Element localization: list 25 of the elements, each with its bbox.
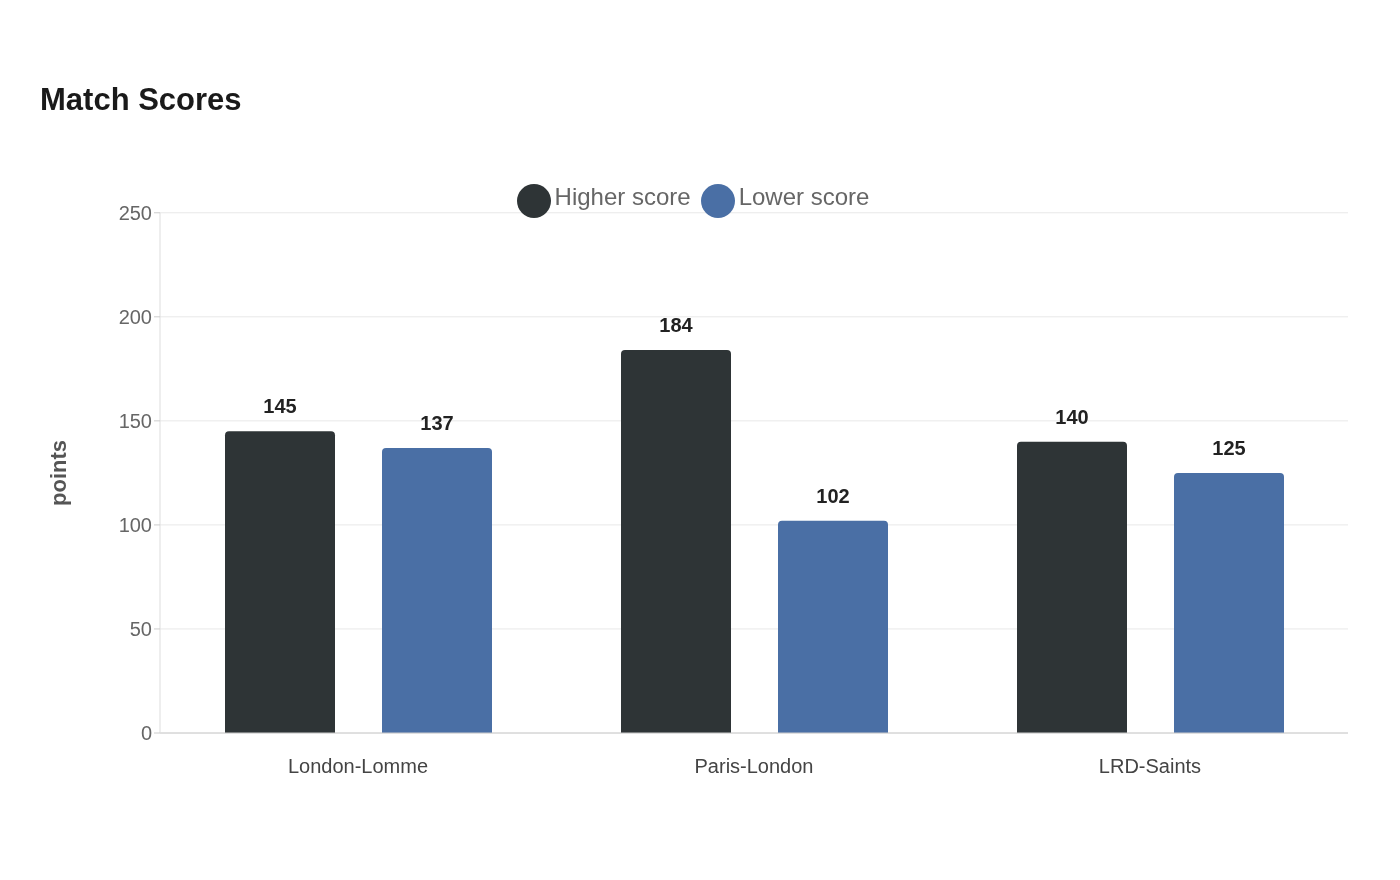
y-axis-title: points — [45, 439, 71, 506]
x-tick-label: LRD-Saints — [1098, 755, 1202, 778]
bar — [1017, 441, 1127, 733]
bar — [382, 447, 492, 733]
bar — [225, 431, 335, 733]
data-label: 102 — [816, 484, 850, 507]
y-tick-label: 0 — [140, 722, 152, 745]
chart-title: Match Scores — [40, 82, 242, 118]
y-tick-label: 200 — [118, 305, 152, 328]
y-tick-label: 50 — [129, 618, 152, 641]
y-tick-label: 250 — [118, 201, 152, 224]
data-label: 145 — [263, 395, 297, 418]
data-label: 137 — [420, 411, 454, 434]
x-tick-label: London-Lomme — [287, 755, 429, 778]
x-tick-label: Paris-London — [694, 755, 814, 778]
legend-label: Higher score — [554, 183, 691, 210]
bar — [778, 520, 888, 733]
y-tick-label: 100 — [118, 514, 152, 537]
bar — [621, 350, 731, 733]
bar — [1174, 472, 1284, 733]
y-tick-label: 150 — [118, 409, 152, 432]
data-label: 140 — [1055, 405, 1089, 428]
data-label: 125 — [1212, 436, 1246, 459]
legend-label: Lower score — [738, 183, 870, 210]
data-label: 184 — [659, 314, 694, 337]
